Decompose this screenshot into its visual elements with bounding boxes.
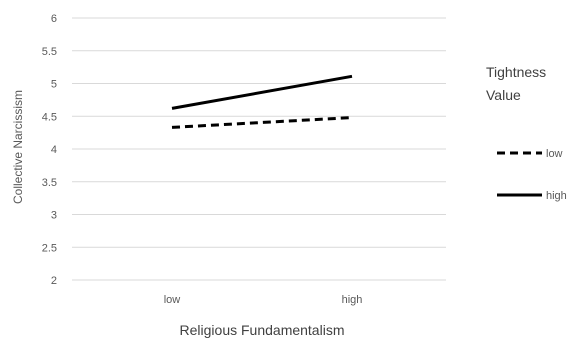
x-tick-label: low [164, 294, 181, 306]
legend-title-line-2: Value [486, 87, 521, 103]
x-tick-labels: low high [164, 294, 363, 306]
legend-title-line-1: Tightness [486, 64, 546, 80]
legend-label-low: low [546, 148, 563, 160]
y-tick-label: 3 [51, 210, 57, 222]
y-tick-label: 5 [51, 79, 57, 91]
series-line-low [171, 116, 353, 129]
y-tick-label: 5.5 [42, 46, 57, 58]
y-tick-label: 6 [51, 13, 57, 25]
legend-label-high: high [546, 190, 567, 202]
y-tick-label: 4 [51, 144, 57, 156]
y-tick-labels: 2 2.5 3 3.5 4 4.5 5 5.5 6 [42, 13, 57, 287]
series-line-high [171, 74, 353, 110]
legend-items: low high [497, 148, 567, 202]
legend: Tightness Value low high [486, 64, 567, 202]
x-axis-title: Religious Fundamentalism [180, 322, 345, 338]
y-tick-label: 2 [51, 275, 57, 287]
y-axis-title: Collective Narcissism [11, 90, 25, 204]
y-tick-label: 4.5 [42, 111, 57, 123]
series-lines [171, 74, 353, 129]
y-tick-label: 2.5 [42, 242, 57, 254]
y-tick-label: 3.5 [42, 177, 57, 189]
x-tick-label: high [342, 294, 363, 306]
gridlines [72, 17, 446, 281]
